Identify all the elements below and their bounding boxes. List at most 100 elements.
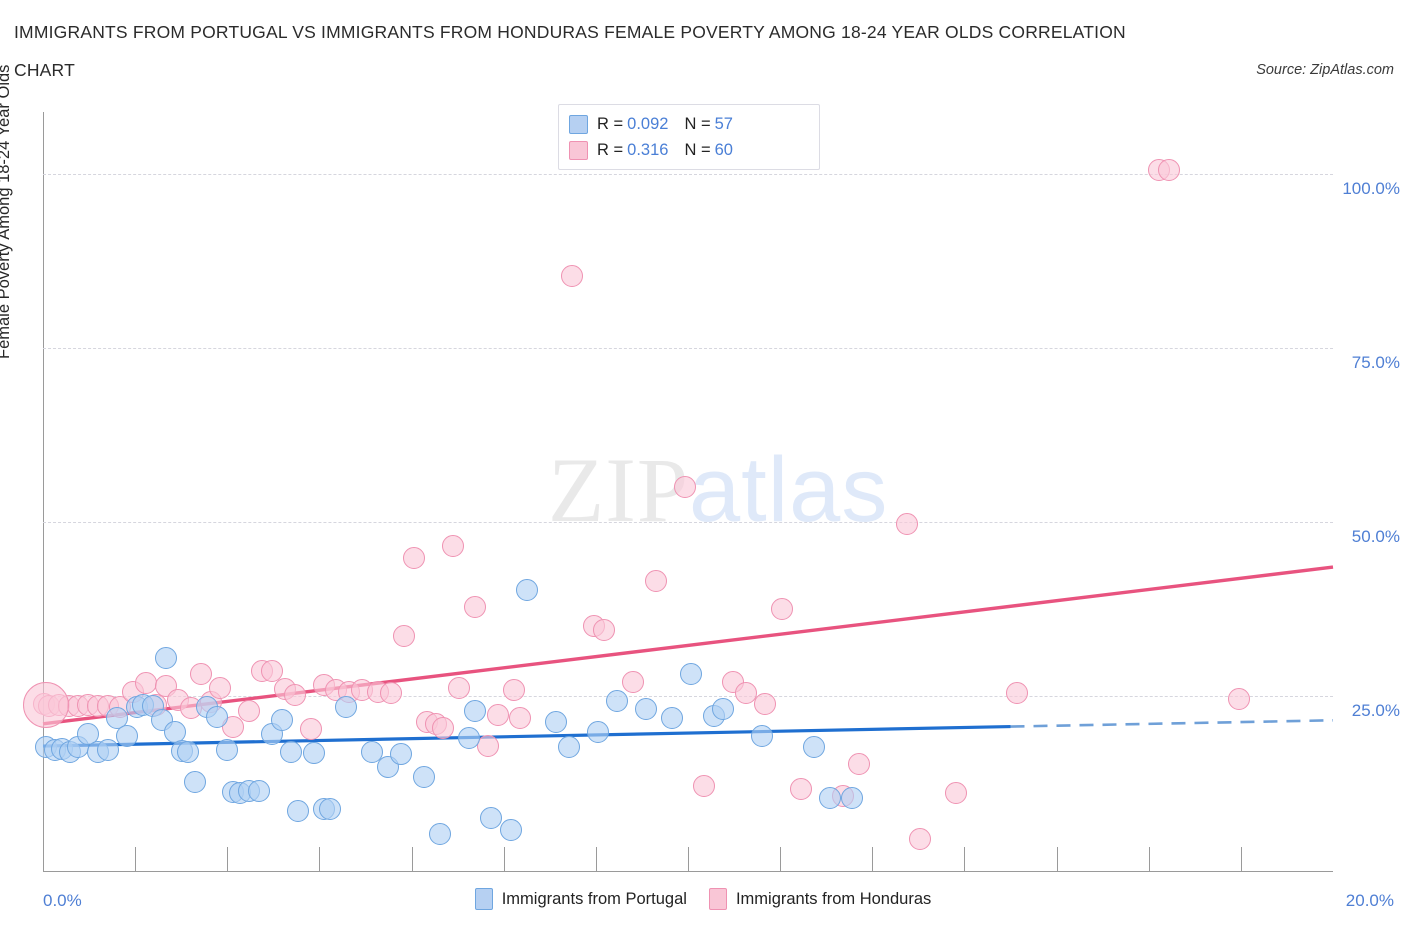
data-point-portugal — [183, 770, 206, 793]
legend-n-label-1: N = — [684, 114, 711, 133]
data-point-honduras — [944, 781, 967, 804]
legend-swatch-honduras — [569, 140, 588, 160]
data-point-portugal — [96, 739, 119, 762]
y-tick-label-75: 75.0% — [1351, 352, 1400, 372]
data-point-portugal — [712, 698, 735, 721]
data-point-honduras — [464, 595, 487, 618]
data-point-honduras — [1157, 159, 1180, 182]
data-point-honduras — [486, 704, 509, 727]
data-point-honduras — [238, 699, 261, 722]
data-point-portugal — [660, 707, 683, 730]
data-point-portugal — [154, 647, 177, 670]
correlation-legend: R = 0.092 N = 57 R = 0.316 N = 60 — [558, 104, 820, 170]
data-point-portugal — [77, 722, 100, 745]
data-point-portugal — [499, 819, 522, 842]
trendline-portugal-dashed — [1010, 718, 1334, 728]
chart-title-line-2: CHART — [14, 60, 75, 80]
x-tick-4 — [411, 847, 413, 871]
x-tick-10 — [964, 847, 966, 871]
x-tick-1 — [135, 847, 137, 871]
legend-row-honduras: R = 0.316 N = 60 — [569, 137, 809, 163]
data-point-honduras — [393, 625, 416, 648]
data-point-portugal — [335, 696, 358, 719]
x-axis-min-label: 0.0% — [43, 891, 82, 910]
data-point-honduras — [789, 778, 812, 801]
data-point-portugal — [106, 706, 129, 729]
data-point-portugal — [480, 806, 503, 829]
source-attribution: Source: ZipAtlas.com — [1256, 62, 1394, 78]
data-point-portugal — [841, 786, 864, 809]
data-point-honduras — [380, 682, 403, 705]
data-point-portugal — [319, 798, 342, 821]
data-point-portugal — [248, 780, 271, 803]
data-point-portugal — [515, 579, 538, 602]
x-axis-line — [43, 871, 1333, 872]
data-point-honduras — [673, 476, 696, 499]
series-legend-item-portugal[interactable]: Immigrants from Portugal — [474, 888, 687, 910]
data-point-honduras — [847, 753, 870, 776]
data-point-portugal — [389, 742, 412, 765]
x-tick-12 — [1148, 847, 1150, 871]
series-label-portugal: Immigrants from Portugal — [501, 889, 687, 908]
trendline-portugal-solid — [42, 724, 1011, 748]
data-point-portugal — [360, 740, 383, 763]
data-point-portugal — [215, 739, 238, 762]
x-tick-3 — [319, 847, 321, 871]
data-point-honduras — [560, 265, 583, 288]
series-swatch-honduras — [708, 888, 727, 910]
data-point-portugal — [586, 721, 609, 744]
x-tick-2 — [227, 847, 229, 871]
plot-area: ZIPatlas — [23, 118, 1334, 870]
data-point-portugal — [412, 766, 435, 789]
data-point-honduras — [622, 671, 645, 693]
data-point-portugal — [818, 787, 841, 810]
data-point-portugal — [557, 736, 580, 759]
legend-r-value-1: 0.092 — [627, 114, 669, 133]
data-point-honduras — [209, 676, 232, 699]
data-point-portugal — [302, 742, 325, 765]
series-swatch-portugal — [474, 888, 493, 910]
data-point-portugal — [286, 799, 309, 822]
data-point-honduras — [735, 682, 758, 705]
x-tick-13 — [1240, 847, 1242, 871]
x-tick-7 — [688, 847, 689, 871]
data-point-portugal — [751, 724, 774, 747]
data-point-honduras — [909, 827, 932, 850]
data-point-honduras — [770, 597, 793, 620]
gridline-100 — [43, 173, 1333, 175]
data-point-honduras — [431, 716, 454, 739]
data-point-honduras — [1005, 682, 1028, 705]
data-point-honduras — [693, 775, 716, 798]
data-point-portugal — [544, 711, 567, 734]
x-tick-8 — [780, 847, 782, 871]
gridline-25 — [43, 695, 1333, 697]
data-point-portugal — [206, 705, 229, 728]
data-point-portugal — [606, 690, 629, 713]
data-point-portugal — [280, 740, 303, 763]
series-legend-item-honduras[interactable]: Immigrants from Honduras — [708, 888, 932, 910]
trendline-honduras — [42, 565, 1334, 726]
y-axis-title: Female Poverty Among 18-24 Year Olds — [0, 64, 13, 359]
data-point-portugal — [802, 736, 825, 759]
legend-row-portugal: R = 0.092 N = 57 — [569, 111, 809, 137]
gridline-75 — [43, 347, 1333, 349]
data-point-honduras — [299, 717, 322, 740]
data-point-honduras — [509, 706, 532, 729]
data-point-honduras — [441, 534, 464, 557]
data-point-honduras — [222, 715, 245, 738]
data-point-portugal — [270, 708, 293, 731]
legend-n-value-2: 60 — [714, 140, 733, 159]
data-point-portugal — [457, 727, 480, 750]
data-point-honduras — [477, 735, 500, 758]
legend-r-value-2: 0.316 — [627, 140, 669, 159]
data-point-honduras — [260, 659, 283, 682]
series-label-honduras: Immigrants from Honduras — [735, 889, 932, 908]
gridline-50 — [43, 521, 1333, 523]
y-tick-label-100: 100.0% — [1342, 178, 1400, 198]
data-point-honduras — [402, 547, 425, 570]
y-tick-label-25: 25.0% — [1351, 700, 1400, 720]
data-point-honduras — [283, 683, 306, 706]
x-tick-11 — [1056, 847, 1058, 871]
x-tick-9 — [872, 847, 874, 871]
